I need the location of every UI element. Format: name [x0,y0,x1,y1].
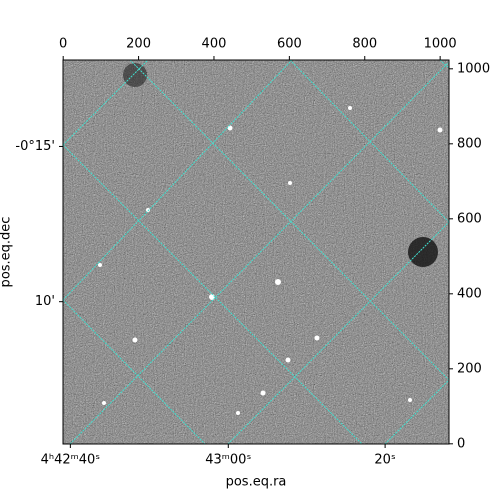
frame [62,59,450,445]
x-tick-label: 400 [202,37,227,52]
ra-tick-label: 4ʰ42ᵐ40ˢ [41,453,101,468]
ra-tick-label: 43ᵐ00ˢ [205,453,251,468]
x-tick-label: 1000 [424,37,457,52]
sky-image [63,60,449,444]
world-grid [63,60,449,444]
x-tick-label: 600 [277,37,302,52]
y-tick-label: 600 [457,211,482,226]
dec-tick-label: -0°15' [15,139,55,154]
x-axis-label: pos.eq.ra [226,475,287,490]
dec-tick-label: 10' [35,294,55,309]
y-tick-label: 400 [457,286,482,301]
x-tick-label: 200 [126,37,151,52]
ra-tick-label: 20ˢ [374,453,396,468]
y-tick-label: 200 [457,361,482,376]
x-tick-label: 800 [352,37,377,52]
y-axis-label: pos.eq.dec [0,217,14,288]
y-tick-label: 800 [457,136,482,151]
y-tick-label: 0 [457,436,465,451]
y-tick-label: 1000 [457,61,490,76]
x-tick-label: 0 [59,37,67,52]
